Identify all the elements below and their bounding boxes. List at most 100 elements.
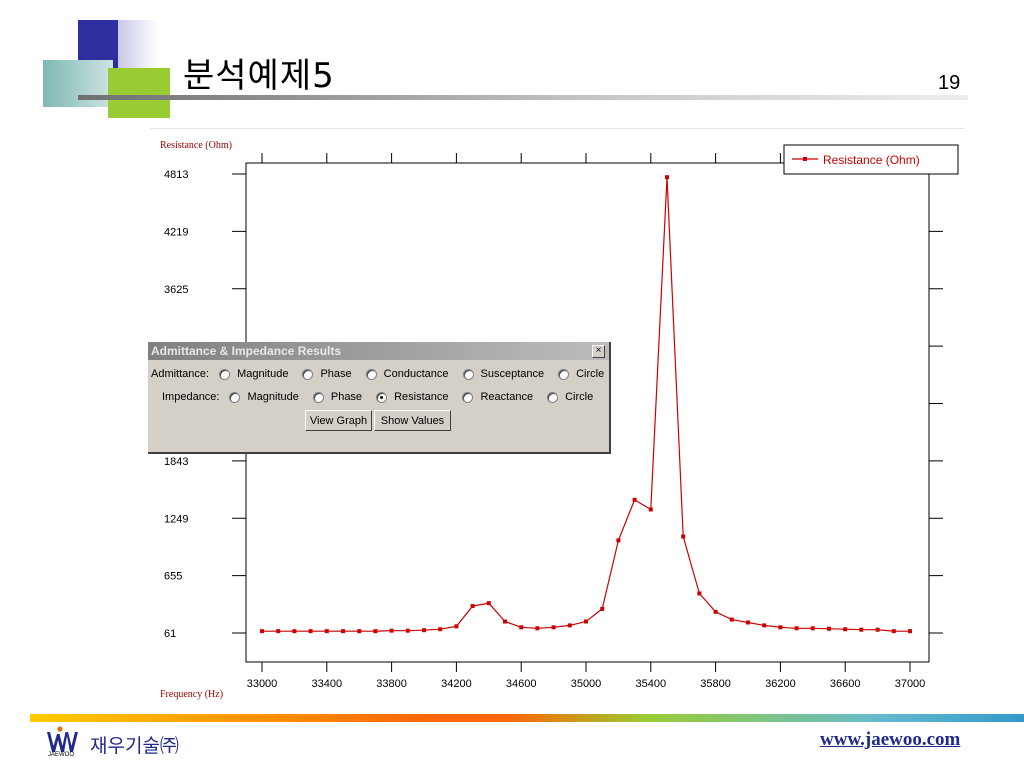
- radio-icon[interactable]: [302, 368, 314, 380]
- x-tick-label: 33400: [312, 678, 343, 690]
- impedance-row: Impedance: Magnitude Phase Resistance Re…: [162, 389, 607, 405]
- radio-icon[interactable]: [365, 368, 377, 380]
- data-point: [324, 629, 329, 634]
- impedance-magnitude-option[interactable]: Magnitude: [229, 391, 299, 403]
- x-tick-label: 37000: [895, 678, 926, 690]
- option-label: Magnitude: [247, 391, 299, 403]
- x-tick-label: 33000: [247, 678, 278, 690]
- data-point: [389, 628, 394, 633]
- impedance-resistance-option[interactable]: Resistance: [376, 391, 448, 403]
- x-tick-label: 36600: [830, 678, 861, 690]
- data-point: [810, 626, 815, 631]
- y-axis-title: Resistance (Ohm): [160, 140, 232, 151]
- data-point: [778, 625, 783, 630]
- x-tick-label: 35800: [700, 678, 731, 690]
- x-tick-label: 35000: [571, 678, 602, 690]
- jaewoo-logo-icon: [47, 726, 78, 752]
- view-graph-button[interactable]: View Graph: [305, 410, 372, 431]
- x-tick-label: 34600: [506, 678, 537, 690]
- impedance-reactance-option[interactable]: Reactance: [462, 391, 533, 403]
- data-point: [438, 627, 443, 632]
- data-point: [535, 626, 540, 631]
- data-point: [292, 629, 297, 634]
- data-point: [308, 629, 313, 634]
- company-name: 재우기술㈜: [90, 735, 179, 757]
- y-tick-label: 4219: [164, 226, 188, 238]
- data-point: [470, 604, 475, 609]
- data-point: [341, 629, 345, 634]
- radio-icon[interactable]: [558, 368, 570, 380]
- admittance-row: Admittance: Magnitude Phase Conductance …: [151, 366, 618, 382]
- data-point: [567, 623, 572, 628]
- dialog-titlebar[interactable]: Admittance & Impedance Results ×: [148, 342, 609, 360]
- slide-title: 분석예제5: [183, 56, 335, 96]
- option-label: Reactance: [480, 391, 534, 403]
- data-point: [632, 497, 637, 502]
- admittance-magnitude-option[interactable]: Magnitude: [219, 368, 288, 380]
- impedance-label: Impedance:: [162, 391, 220, 403]
- data-point: [616, 538, 621, 543]
- chart-top-rule: [150, 128, 965, 129]
- data-point: [486, 601, 491, 606]
- option-label: Resistance: [394, 391, 449, 403]
- radio-icon[interactable]: [219, 368, 231, 380]
- radio-icon[interactable]: [229, 391, 241, 403]
- data-point: [843, 627, 848, 632]
- x-tick-labels: 33000 33400 33800 34200 34600 35000 35400 35800…: [247, 678, 926, 690]
- data-point: [422, 628, 426, 633]
- data-point: [729, 617, 734, 622]
- legend: Resistance (Ohm): [783, 144, 959, 175]
- data-point: [519, 625, 524, 630]
- radio-icon[interactable]: [462, 391, 474, 403]
- header-rule: [78, 95, 968, 100]
- option-label: Circle: [565, 391, 594, 403]
- option-label: Susceptance: [480, 368, 545, 380]
- data-point: [584, 619, 588, 624]
- close-icon[interactable]: ×: [592, 345, 605, 358]
- data-point: [762, 623, 767, 628]
- radio-icon[interactable]: [547, 391, 559, 403]
- option-label: Magnitude: [237, 368, 289, 380]
- data-point: [260, 629, 264, 634]
- radio-selected-icon[interactable]: [376, 391, 388, 403]
- data-point: [373, 629, 378, 634]
- results-dialog: Admittance & Impedance Results × Admitta…: [148, 342, 611, 454]
- show-values-button[interactable]: Show Values: [374, 410, 451, 431]
- data-point: [746, 620, 750, 625]
- data-point: [551, 625, 556, 630]
- data-point: [405, 628, 410, 633]
- admittance-circle-option[interactable]: Circle: [558, 368, 604, 380]
- data-point: [648, 507, 653, 512]
- x-tick-label: 35400: [636, 678, 667, 690]
- data-point: [697, 591, 702, 596]
- data-point: [875, 627, 880, 632]
- option-label: Conductance: [383, 368, 449, 380]
- data-point: [454, 624, 459, 629]
- x-axis-title: Frequency (Hz): [160, 689, 223, 700]
- data-point: [357, 629, 362, 634]
- option-label: Phase: [320, 368, 352, 380]
- y-tick-label: 61: [164, 628, 176, 640]
- x-tick-label: 34200: [441, 678, 472, 690]
- series-points: [260, 175, 912, 634]
- logo-text: JAEWOO: [48, 752, 75, 758]
- radio-icon[interactable]: [462, 368, 474, 380]
- y-tick-label: 4813: [164, 169, 188, 181]
- website-link[interactable]: www.jaewoo.com: [820, 729, 961, 750]
- radio-icon[interactable]: [312, 391, 324, 403]
- data-point: [891, 629, 896, 634]
- data-point: [794, 626, 799, 631]
- option-label: Phase: [330, 391, 363, 403]
- admittance-phase-option[interactable]: Phase: [302, 368, 352, 380]
- data-point: [908, 629, 912, 634]
- y-tick-label: 1249: [164, 513, 188, 525]
- impedance-phase-option[interactable]: Phase: [312, 391, 363, 403]
- admittance-conductance-option[interactable]: Conductance: [365, 368, 449, 380]
- data-point: [503, 619, 507, 624]
- legend-marker: [803, 157, 807, 161]
- admittance-susceptance-option[interactable]: Susceptance: [462, 368, 545, 380]
- x-tick-label: 36200: [765, 678, 796, 690]
- impedance-circle-option[interactable]: Circle: [547, 391, 593, 403]
- admittance-label: Admittance:: [151, 368, 210, 380]
- data-point: [827, 626, 831, 631]
